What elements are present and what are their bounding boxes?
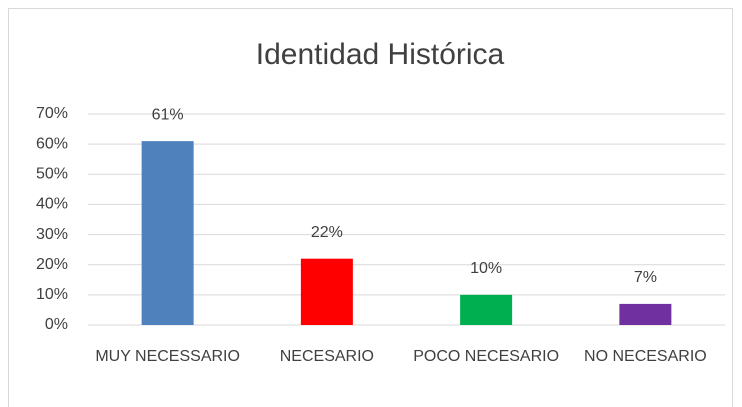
chart-frame: [8, 8, 733, 407]
data-label: 22%: [311, 224, 343, 241]
y-tick-label: 30%: [36, 226, 68, 243]
bar: [300, 258, 353, 325]
bar: [619, 303, 672, 325]
data-label: 61%: [152, 106, 184, 123]
data-label: 7%: [634, 269, 657, 286]
x-tick-label: MUY NECESSARIO: [95, 348, 240, 365]
y-tick-label: 40%: [36, 196, 68, 213]
y-tick-label: 0%: [45, 316, 68, 333]
x-tick-label: NO NECESARIO: [584, 348, 707, 365]
x-tick-label: NECESARIO: [280, 348, 374, 365]
y-tick-label: 20%: [36, 256, 68, 273]
y-tick-label: 50%: [36, 166, 68, 183]
bar: [460, 294, 513, 325]
y-tick-label: 10%: [36, 286, 68, 303]
y-tick-label: 60%: [36, 135, 68, 152]
y-tick-label: 70%: [36, 105, 68, 122]
data-label: 10%: [470, 260, 502, 277]
x-tick-label: POCO NECESARIO: [413, 348, 559, 365]
bar: [141, 141, 194, 325]
chart-title: Identidad Histórica: [256, 38, 505, 71]
